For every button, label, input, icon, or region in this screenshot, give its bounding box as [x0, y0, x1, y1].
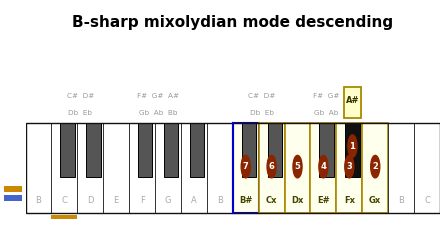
- Bar: [259, 124, 285, 214]
- Bar: [345, 124, 359, 178]
- Bar: [233, 124, 259, 214]
- Text: Cx: Cx: [266, 196, 277, 205]
- Bar: [86, 124, 100, 178]
- Text: B: B: [36, 196, 41, 205]
- Text: basicmusictheory.com: basicmusictheory.com: [10, 80, 15, 145]
- Text: E: E: [114, 196, 119, 205]
- Text: Gb  Ab: Gb Ab: [314, 110, 339, 116]
- Text: F#  G#: F# G#: [313, 93, 340, 99]
- Circle shape: [293, 155, 302, 178]
- Text: C#  D#: C# D#: [67, 93, 94, 99]
- Circle shape: [267, 155, 276, 178]
- FancyBboxPatch shape: [344, 87, 361, 118]
- Text: Db  Eb: Db Eb: [250, 110, 274, 116]
- Bar: [4, 186, 22, 192]
- Circle shape: [319, 155, 328, 178]
- Text: F#  G#  A#: F# G# A#: [137, 93, 179, 99]
- Circle shape: [345, 155, 354, 178]
- Bar: [414, 124, 440, 214]
- Bar: [51, 215, 77, 218]
- Text: C: C: [424, 196, 430, 205]
- Circle shape: [241, 155, 250, 178]
- Bar: [26, 124, 440, 214]
- Bar: [51, 124, 77, 214]
- Bar: [138, 124, 152, 178]
- Bar: [129, 124, 155, 214]
- Bar: [319, 124, 334, 178]
- Bar: [285, 124, 311, 214]
- Bar: [77, 124, 103, 214]
- Bar: [181, 124, 207, 214]
- Text: B#: B#: [239, 196, 253, 205]
- Bar: [26, 124, 51, 214]
- Text: A: A: [191, 196, 197, 205]
- Text: D: D: [87, 196, 94, 205]
- Text: 3: 3: [346, 162, 352, 171]
- Bar: [268, 124, 282, 178]
- Bar: [388, 124, 414, 214]
- Text: 4: 4: [320, 162, 326, 171]
- Text: Gx: Gx: [369, 196, 381, 205]
- Bar: [190, 124, 204, 178]
- Bar: [362, 124, 388, 214]
- Text: B: B: [217, 196, 223, 205]
- Bar: [242, 124, 256, 178]
- Circle shape: [371, 155, 380, 178]
- Bar: [103, 124, 129, 214]
- Text: 6: 6: [269, 162, 275, 171]
- Text: Db  Eb: Db Eb: [69, 110, 92, 116]
- Text: 5: 5: [295, 162, 301, 171]
- Bar: [207, 124, 233, 214]
- Text: B: B: [398, 196, 404, 205]
- Bar: [311, 124, 337, 214]
- Circle shape: [348, 135, 357, 157]
- Text: C#  D#: C# D#: [248, 93, 275, 99]
- Bar: [4, 195, 22, 201]
- Bar: [337, 124, 362, 214]
- Bar: [155, 124, 181, 214]
- Text: 1: 1: [349, 142, 356, 151]
- Text: 7: 7: [243, 162, 249, 171]
- Text: E#: E#: [317, 196, 330, 205]
- Text: Gb  Ab  Bb: Gb Ab Bb: [139, 110, 177, 116]
- Text: A#: A#: [346, 97, 359, 106]
- Text: F: F: [139, 196, 144, 205]
- Text: C: C: [62, 196, 67, 205]
- Bar: [60, 124, 75, 178]
- Text: G: G: [165, 196, 171, 205]
- Text: 2: 2: [372, 162, 378, 171]
- Text: B-sharp mixolydian mode descending: B-sharp mixolydian mode descending: [72, 15, 393, 30]
- Bar: [164, 124, 178, 178]
- Text: Fx: Fx: [344, 196, 355, 205]
- Text: Dx: Dx: [291, 196, 304, 205]
